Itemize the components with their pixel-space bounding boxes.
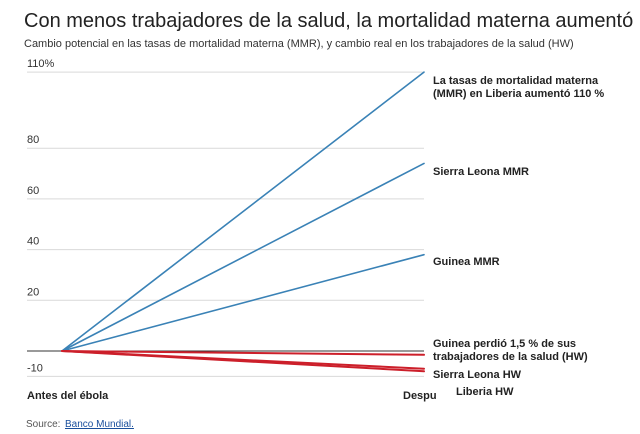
series (61, 71, 425, 373)
series-label: Guinea MMR (433, 256, 500, 268)
x-tick-label: Antes del ébola (27, 390, 109, 402)
y-tick-label: 80 (27, 134, 39, 146)
series-line (61, 71, 425, 352)
source-link[interactable]: Banco Mundial. (65, 419, 134, 430)
annotations: La tasas de mortalidad materna (MMR) en L… (433, 75, 604, 398)
y-tick-label: 110% (27, 58, 55, 70)
series-label: Liberia HW (456, 386, 514, 398)
source-label: Source: (26, 419, 60, 430)
series-label: Guinea perdió 1,5 % de sus trabajadores d… (433, 338, 588, 363)
chart-title: Con menos trabajadores de la salud, la m… (24, 10, 633, 32)
x-axis: Antes del ébola Despu (27, 390, 437, 402)
series-label: Sierra Leona MMR (433, 166, 529, 178)
x-tick-label: Despu (403, 390, 437, 402)
series-label: Sierra Leona HW (433, 369, 522, 381)
y-tick-label: 20 (27, 286, 39, 298)
chart-subtitle: Cambio potencial en las tasas de mortali… (24, 38, 574, 50)
series-label: La tasas de mortalidad materna (MMR) en L… (433, 75, 604, 100)
y-tick-label: 40 (27, 236, 39, 248)
series-line (61, 253, 425, 352)
series-line (61, 350, 425, 373)
series-line (61, 162, 425, 352)
y-tick-label: 60 (27, 185, 39, 197)
series-line (61, 350, 425, 356)
y-axis: 110% 80 60 40 20 -10 (27, 58, 55, 374)
y-tick-label: -10 (27, 362, 43, 374)
